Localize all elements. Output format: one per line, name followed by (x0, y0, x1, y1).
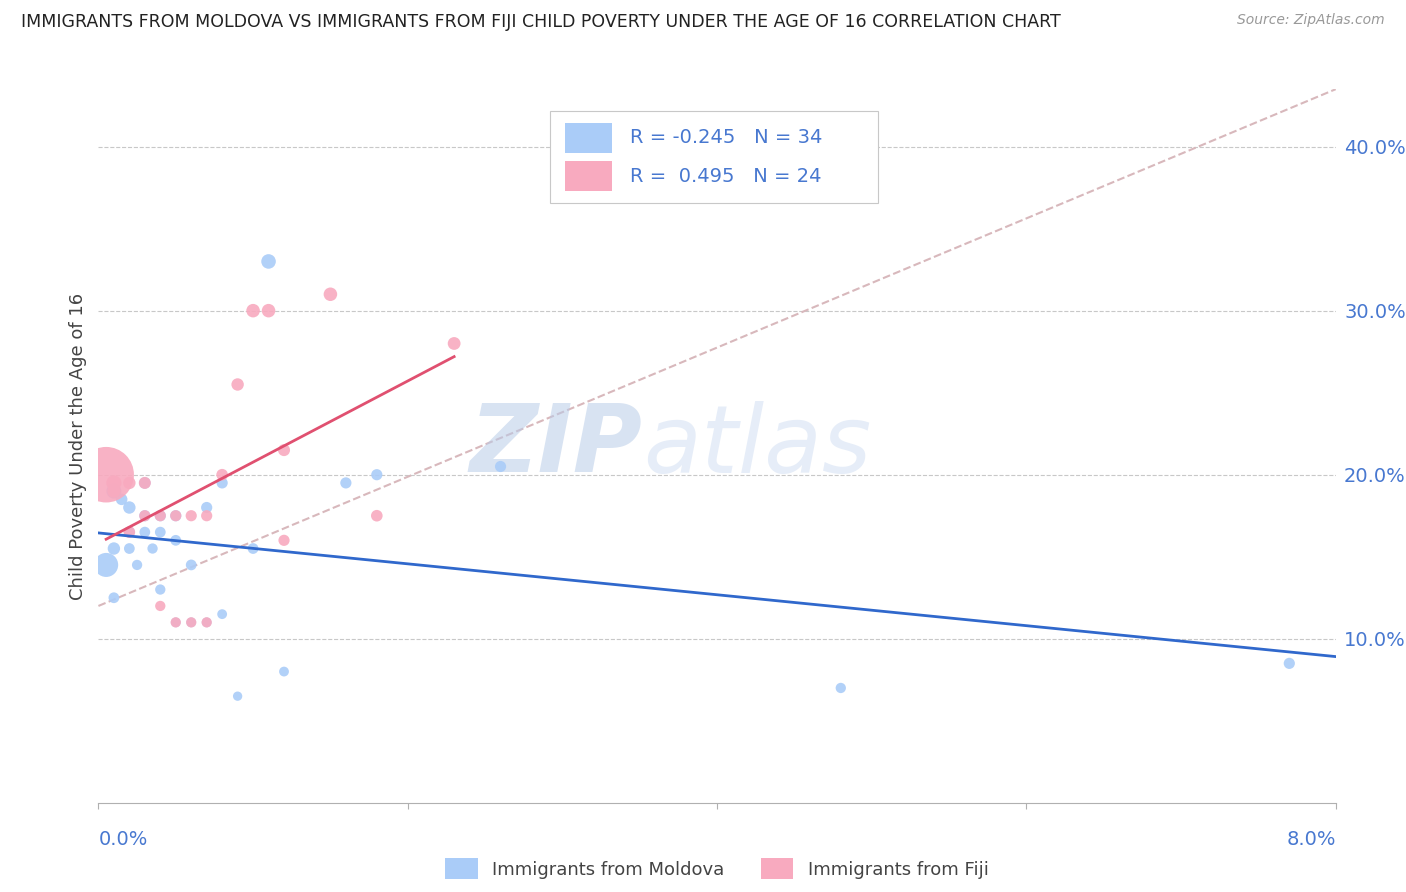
Point (127, 558, 149, 572)
Point (319, 287, 342, 301)
Point (226, 689, 249, 703)
Point (118, 500, 141, 515)
Point (111, 492, 134, 507)
Point (366, 508, 388, 523)
Point (273, 665, 295, 679)
Point (180, 615, 202, 630)
Text: 8.0%: 8.0% (1286, 830, 1336, 848)
Point (149, 508, 172, 523)
Point (242, 541, 264, 556)
Point (195, 500, 218, 515)
Point (165, 615, 187, 630)
Point (211, 607, 233, 622)
Point (118, 541, 141, 556)
Point (103, 541, 125, 556)
Point (366, 467, 388, 482)
Point (257, 303, 280, 318)
FancyBboxPatch shape (565, 161, 612, 191)
Point (195, 508, 218, 523)
Point (195, 615, 218, 630)
Point (1278, 657, 1301, 671)
Point (103, 484, 125, 499)
Text: ZIP: ZIP (470, 400, 643, 492)
Point (165, 508, 187, 523)
Point (257, 254, 280, 268)
Point (149, 525, 172, 540)
Point (142, 541, 165, 556)
Point (211, 467, 233, 482)
FancyBboxPatch shape (550, 111, 877, 203)
Point (226, 377, 249, 392)
Text: R = -0.245   N = 34: R = -0.245 N = 34 (630, 128, 823, 147)
Point (118, 525, 141, 540)
Point (134, 508, 156, 523)
Point (96, 558, 118, 572)
Point (134, 475, 156, 490)
Point (149, 599, 172, 613)
Text: 0.0%: 0.0% (98, 830, 148, 848)
Point (273, 443, 295, 458)
Point (96, 467, 118, 482)
Point (489, 459, 512, 474)
Point (134, 475, 156, 490)
Point (180, 615, 202, 630)
Point (165, 533, 187, 548)
FancyBboxPatch shape (565, 123, 612, 153)
Point (335, 475, 357, 490)
Point (149, 582, 172, 597)
Point (118, 475, 141, 490)
Point (273, 533, 295, 548)
Point (180, 508, 202, 523)
Text: IMMIGRANTS FROM MOLDOVA VS IMMIGRANTS FROM FIJI CHILD POVERTY UNDER THE AGE OF 1: IMMIGRANTS FROM MOLDOVA VS IMMIGRANTS FR… (21, 13, 1062, 31)
Point (165, 615, 187, 630)
Point (118, 525, 141, 540)
Point (242, 303, 264, 318)
Point (165, 508, 187, 523)
Text: Source: ZipAtlas.com: Source: ZipAtlas.com (1237, 13, 1385, 28)
Point (211, 475, 233, 490)
Point (830, 681, 852, 695)
Text: R =  0.495   N = 24: R = 0.495 N = 24 (630, 167, 823, 186)
Text: atlas: atlas (643, 401, 872, 491)
Point (443, 336, 465, 351)
Point (149, 508, 172, 523)
Point (103, 591, 125, 605)
Point (195, 615, 218, 630)
Point (134, 508, 156, 523)
Point (103, 475, 125, 490)
Point (180, 558, 202, 572)
Legend: Immigrants from Moldova, Immigrants from Fiji: Immigrants from Moldova, Immigrants from… (439, 851, 995, 887)
Point (103, 484, 125, 499)
Point (134, 525, 156, 540)
Y-axis label: Child Poverty Under the Age of 16: Child Poverty Under the Age of 16 (69, 293, 87, 599)
